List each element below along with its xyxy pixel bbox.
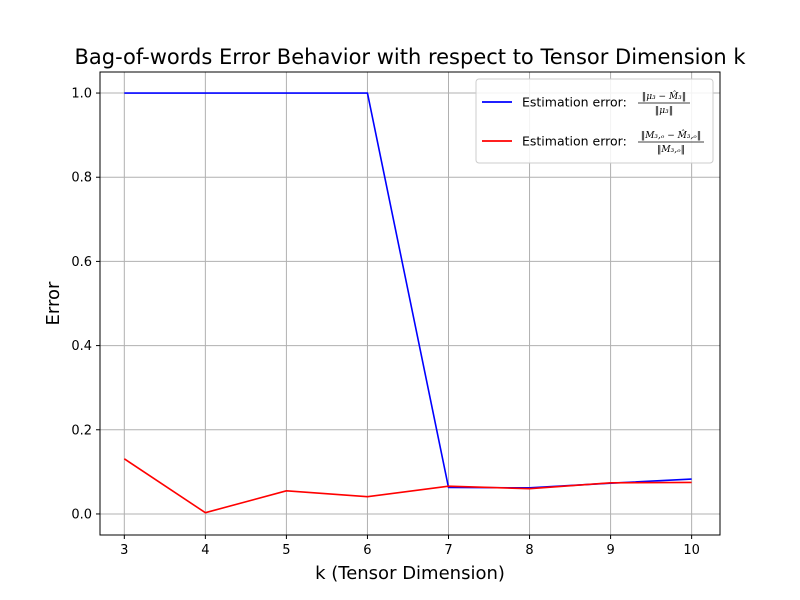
y-tick-label: 0.8 — [71, 171, 92, 186]
series-lines — [123, 92, 692, 514]
y-tick-label: 0.4 — [71, 339, 92, 354]
legend-label: Estimation error: — [522, 134, 627, 149]
x-tick-label: 7 — [444, 543, 452, 558]
x-axis-title: k (Tensor Dimension) — [315, 563, 505, 584]
series-line-2 — [123, 458, 692, 514]
x-tick-label: 10 — [683, 543, 700, 558]
y-tick-label: 0.0 — [71, 507, 92, 522]
x-tick-label: 5 — [282, 543, 290, 558]
chart-title: Bag-of-words Error Behavior with respect… — [74, 45, 746, 69]
legend: Estimation error: ‖μ₃ − M̂₃‖ ‖μ₃‖ Estimatio… — [475, 78, 714, 164]
axis-ticks: 3 4 5 6 7 8 9 10 0.0 0.2 0.4 0.6 0.8 1.0 — [71, 87, 700, 558]
legend-label: Estimation error: — [522, 95, 627, 110]
y-tick-label: 0.2 — [71, 423, 92, 438]
x-tick-label: 9 — [606, 543, 614, 558]
x-tick-label: 4 — [201, 543, 209, 558]
legend-fraction-numerator: ‖μ₃ − M̂₃‖ — [642, 90, 687, 102]
legend-fraction-denominator: ‖μ₃‖ — [655, 106, 673, 116]
legend-fraction-numerator: ‖M₃,ₒ − M̂₃,ₒ‖ — [641, 129, 702, 141]
legend-fraction-denominator: ‖M₃,ₒ‖ — [657, 145, 685, 155]
plot-frame — [99, 71, 721, 536]
x-tick-label: 6 — [363, 543, 371, 558]
y-tick-label: 0.6 — [71, 255, 92, 270]
y-tick-label: 1.0 — [71, 87, 92, 102]
x-tick-label: 8 — [525, 543, 533, 558]
y-axis-title: Error — [43, 281, 64, 325]
x-tick-label: 3 — [120, 543, 128, 558]
